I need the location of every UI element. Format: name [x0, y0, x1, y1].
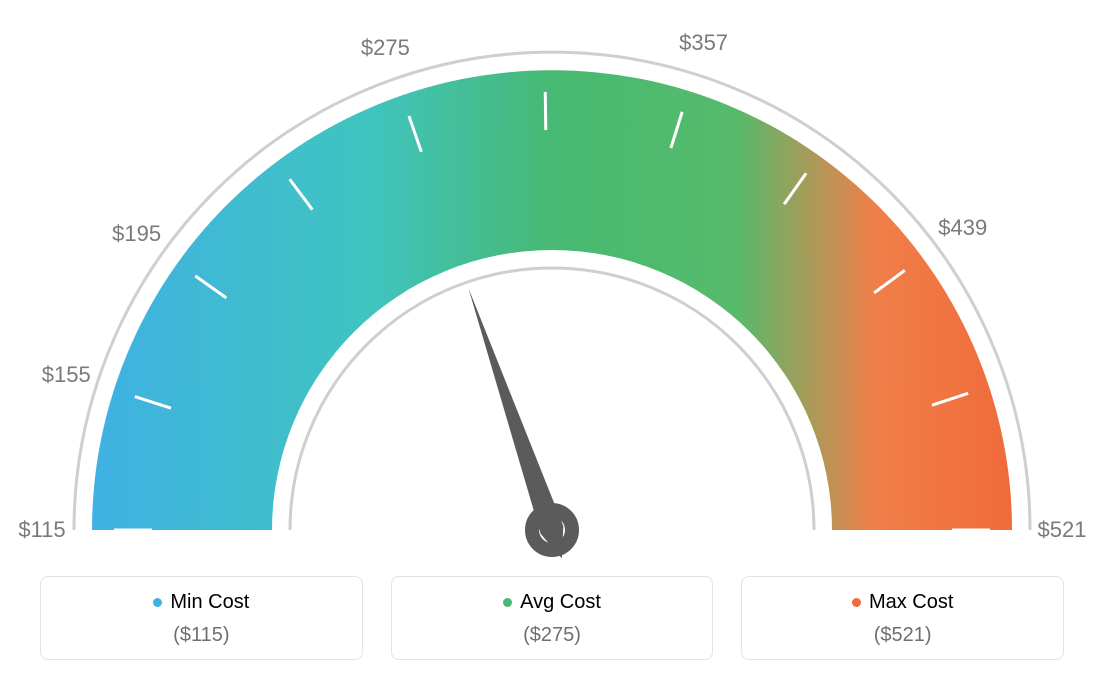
legend-card-max: Max Cost ($521): [741, 576, 1064, 660]
gauge-tick-label: $275: [361, 35, 410, 61]
gauge-svg: [0, 0, 1104, 560]
gauge-tick-label: $521: [1038, 517, 1087, 543]
legend-row: Min Cost ($115) Avg Cost ($275) Max Cost…: [40, 576, 1064, 660]
legend-title-avg: Avg Cost: [503, 591, 601, 614]
legend-card-avg: Avg Cost ($275): [391, 576, 714, 660]
legend-label-avg: Avg Cost: [520, 591, 601, 614]
legend-value-avg: ($275): [392, 624, 713, 647]
legend-label-min: Min Cost: [170, 591, 249, 614]
gauge-tick-label: $195: [112, 221, 161, 247]
gauge-tick-label: $357: [679, 30, 728, 56]
legend-dot-max: [852, 598, 861, 607]
legend-label-max: Max Cost: [869, 591, 953, 614]
gauge-tick-label: $115: [18, 517, 65, 543]
legend-dot-min: [153, 598, 162, 607]
legend-title-max: Max Cost: [852, 591, 953, 614]
legend-card-min: Min Cost ($115): [40, 576, 363, 660]
legend-title-min: Min Cost: [153, 591, 249, 614]
gauge-tick-label: $155: [42, 362, 91, 388]
legend-dot-avg: [503, 598, 512, 607]
legend-value-min: ($115): [41, 624, 362, 647]
gauge-tick-label: $439: [938, 215, 987, 241]
gauge-chart: $115 $155 $195 $275 $357 $439 $521: [0, 0, 1104, 560]
legend-value-max: ($521): [742, 624, 1063, 647]
